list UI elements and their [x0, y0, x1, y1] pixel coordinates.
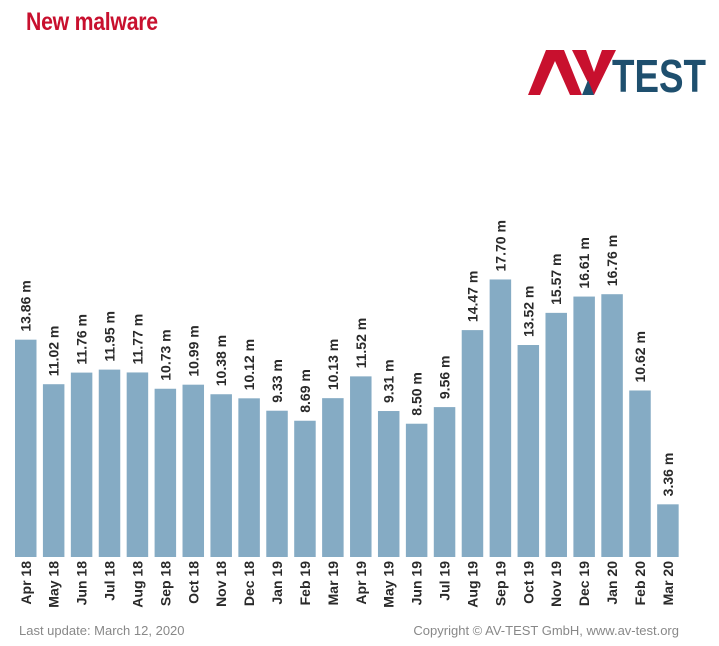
- bar-aug-18: [126, 372, 149, 557]
- value-label: 9.56 m: [437, 356, 453, 400]
- bar-may-19: [377, 411, 400, 557]
- value-label: 10.99 m: [185, 325, 201, 376]
- category-label: Jul 19: [437, 561, 453, 601]
- category-label: Feb 19: [297, 561, 313, 606]
- bar-oct-18: [182, 384, 205, 557]
- bar-may-18: [42, 384, 65, 557]
- bar-sep-19: [489, 279, 512, 557]
- bar-apr-19: [350, 376, 372, 557]
- category-label: Feb 20: [632, 561, 648, 606]
- bar-jan-20: [601, 294, 623, 557]
- value-label: 3.36 m: [660, 453, 676, 497]
- category-label: Apr 18: [18, 561, 34, 605]
- bar-dec-18: [238, 398, 260, 557]
- bar-jan-19: [266, 410, 288, 557]
- category-label: Sep 19: [492, 561, 508, 606]
- category-label: Mar 19: [325, 561, 341, 606]
- bar-apr-18: [15, 339, 37, 557]
- category-label: Jan 19: [269, 561, 285, 605]
- value-label: 11.76 m: [74, 314, 90, 365]
- bar-nov-18: [210, 394, 232, 557]
- category-label: Jul 18: [102, 561, 118, 601]
- value-label: 10.12 m: [241, 339, 257, 390]
- value-label: 11.02 m: [46, 326, 62, 377]
- value-label: 10.62 m: [632, 331, 648, 382]
- bar-jul-19: [433, 407, 456, 557]
- category-label: May 19: [381, 561, 397, 608]
- bar-nov-19: [545, 312, 567, 557]
- logo-accent-shape: [582, 80, 594, 95]
- category-label: Oct 19: [520, 561, 536, 604]
- value-label: 9.33 m: [269, 359, 285, 403]
- last-update-text: Last update: March 12, 2020: [19, 623, 185, 638]
- category-label: Apr 19: [353, 561, 369, 605]
- category-label: Dec 19: [576, 561, 592, 606]
- bar-sep-18: [154, 388, 177, 557]
- copyright-text: Copyright © AV-TEST GmbH, www.av-test.or…: [413, 623, 679, 638]
- category-label: Sep 18: [157, 561, 173, 606]
- chart-title: New malware: [26, 8, 158, 36]
- logo-a-shape: [528, 50, 582, 95]
- bar-feb-19: [294, 420, 316, 557]
- value-label: 10.13 m: [325, 339, 341, 390]
- category-label: Aug 19: [464, 561, 480, 608]
- category-label: Oct 18: [185, 561, 201, 604]
- value-label: 11.95 m: [102, 311, 118, 362]
- bar-mar-20: [657, 504, 679, 557]
- bar-feb-20: [629, 390, 651, 557]
- value-label: 16.76 m: [604, 235, 620, 286]
- category-label: Dec 18: [241, 561, 257, 606]
- category-label: Mar 20: [660, 561, 676, 606]
- value-label: 13.86 m: [18, 280, 34, 331]
- value-label: 10.38 m: [213, 335, 229, 386]
- category-label: Jun 19: [409, 561, 425, 606]
- bar-mar-19: [322, 398, 344, 557]
- value-label: 17.70 m: [492, 220, 508, 271]
- logo-v-shape: [572, 50, 616, 95]
- value-label: 11.77 m: [129, 314, 145, 365]
- value-label: 14.47 m: [464, 271, 480, 322]
- bar-jun-18: [70, 372, 93, 557]
- bar-oct-19: [517, 345, 540, 557]
- value-label: 8.50 m: [409, 372, 425, 416]
- value-label: 16.61 m: [576, 237, 592, 288]
- value-label: 11.52 m: [353, 318, 369, 369]
- category-label: Nov 18: [213, 561, 229, 607]
- category-label: Jun 18: [74, 561, 90, 606]
- category-label: Aug 18: [129, 561, 145, 608]
- value-label: 15.57 m: [548, 253, 564, 304]
- bar-aug-19: [461, 330, 484, 557]
- bar-dec-19: [573, 296, 595, 557]
- bar-jun-19: [405, 423, 428, 557]
- category-label: Nov 19: [548, 561, 564, 607]
- logo-test-text: TEST: [612, 50, 706, 95]
- value-label: 13.52 m: [520, 286, 536, 337]
- value-label: 8.69 m: [297, 369, 313, 413]
- value-label: 10.73 m: [157, 329, 173, 380]
- bar-jul-18: [98, 369, 121, 557]
- av-test-logo: TEST: [528, 50, 706, 95]
- value-label: 9.31 m: [381, 359, 397, 403]
- category-label: May 18: [46, 561, 62, 608]
- category-label: Jan 20: [604, 561, 620, 605]
